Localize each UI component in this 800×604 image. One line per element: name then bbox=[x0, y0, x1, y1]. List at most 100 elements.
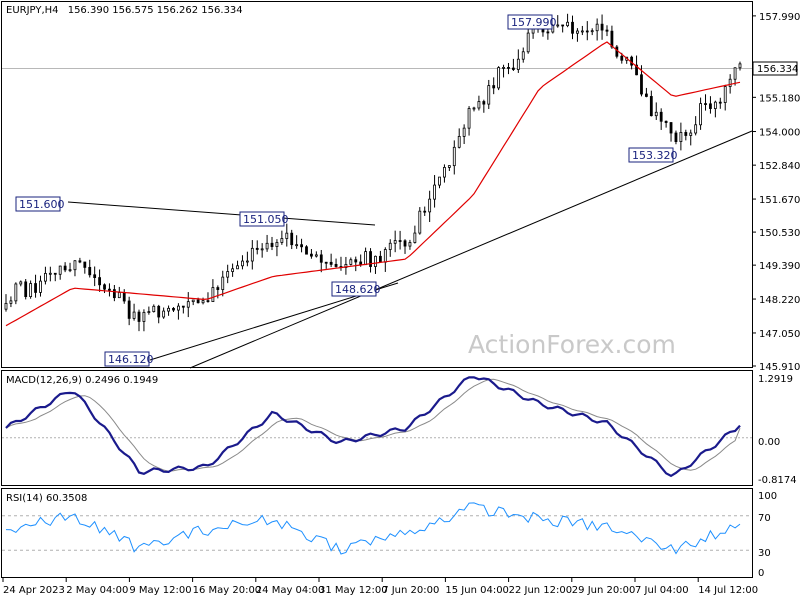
candle-body bbox=[305, 246, 308, 255]
macd-line bbox=[5, 376, 741, 478]
price-flag: 151.050 bbox=[239, 211, 289, 227]
candle-body bbox=[58, 265, 62, 275]
candle bbox=[654, 102, 658, 120]
candle bbox=[438, 176, 441, 189]
candle-body bbox=[704, 103, 707, 105]
time-tick-label: 7 Jun 20:00 bbox=[382, 585, 439, 596]
price-flag-box bbox=[104, 351, 150, 367]
candle bbox=[669, 122, 673, 142]
candle-body bbox=[492, 85, 496, 89]
candle bbox=[388, 239, 392, 257]
candle-body bbox=[324, 261, 328, 264]
price-tick-label: 152.840 bbox=[759, 161, 800, 172]
price-flag-label: 146.120 bbox=[108, 353, 154, 366]
candle-body bbox=[645, 93, 648, 97]
candle bbox=[211, 279, 215, 303]
price-flag-label: 148.620 bbox=[335, 283, 381, 296]
candle bbox=[590, 28, 594, 36]
candle bbox=[413, 225, 417, 244]
candle-body bbox=[132, 311, 136, 319]
candle bbox=[157, 304, 161, 324]
candle-body bbox=[44, 273, 47, 282]
candle-body bbox=[674, 132, 678, 142]
candle-body bbox=[211, 287, 215, 303]
candle bbox=[443, 164, 446, 183]
candle bbox=[571, 15, 574, 40]
candle bbox=[521, 47, 525, 63]
candle bbox=[236, 260, 239, 270]
moving-average-series bbox=[5, 41, 741, 327]
candle-body bbox=[354, 259, 358, 263]
candle-body bbox=[275, 242, 279, 247]
candle-body bbox=[423, 210, 427, 213]
candle-body bbox=[53, 272, 57, 275]
candle-body bbox=[167, 307, 170, 312]
candle-body bbox=[398, 240, 402, 242]
candle bbox=[704, 94, 707, 111]
candle bbox=[88, 259, 92, 278]
candle bbox=[250, 240, 254, 270]
candle-body bbox=[4, 302, 8, 310]
candle-body bbox=[290, 232, 294, 246]
candle bbox=[68, 262, 72, 273]
candle bbox=[319, 249, 323, 273]
candle-body bbox=[403, 240, 407, 247]
candle bbox=[664, 120, 668, 128]
price-flag-label: 153.320 bbox=[632, 149, 678, 162]
price-tick-label: 154.000 bbox=[759, 128, 800, 139]
candle-body bbox=[329, 261, 333, 265]
candle-body bbox=[438, 176, 441, 186]
candle-body bbox=[349, 259, 353, 265]
candle bbox=[502, 64, 505, 78]
rsi-panel-frame bbox=[1, 488, 753, 578]
candle bbox=[241, 255, 244, 270]
price-tick-label: 147.050 bbox=[759, 329, 800, 340]
candle-body bbox=[201, 300, 205, 304]
price-flag: 146.120 bbox=[104, 351, 154, 367]
candle-body bbox=[477, 101, 481, 109]
candle-body bbox=[142, 311, 146, 322]
candle-body bbox=[526, 32, 530, 53]
time-tick-label: 16 May 20:00 bbox=[193, 585, 262, 596]
candle bbox=[576, 28, 579, 42]
candle-body bbox=[108, 288, 111, 291]
candle-body bbox=[98, 277, 101, 286]
candle-body bbox=[157, 305, 161, 318]
candlestick-series bbox=[4, 13, 742, 332]
candle-body bbox=[374, 255, 377, 267]
candle bbox=[231, 263, 235, 277]
time-tick-label: 24 May 04:00 bbox=[256, 585, 325, 596]
candle-body bbox=[344, 264, 348, 268]
chart-title: EURJPY,H4 156.390 156.575 156.262 156.33… bbox=[6, 5, 243, 16]
candle bbox=[585, 21, 589, 41]
main-panel-frame bbox=[1, 1, 753, 368]
axis-ticks: 157.990 155.180 154.000 152.840 151.670 150.5… bbox=[2, 12, 800, 596]
candle-body bbox=[152, 305, 156, 313]
candle bbox=[19, 280, 23, 287]
candle-body bbox=[521, 51, 525, 60]
candle-body bbox=[34, 283, 37, 293]
price-flag: 151.600 bbox=[15, 196, 65, 212]
candle-body bbox=[388, 242, 392, 250]
candle-body bbox=[654, 111, 658, 117]
candle bbox=[265, 234, 269, 252]
candle bbox=[472, 106, 476, 112]
candle bbox=[423, 206, 427, 216]
time-tick-label: 2 May 04:00 bbox=[66, 585, 128, 596]
candle-body bbox=[9, 300, 13, 304]
candle bbox=[191, 299, 195, 306]
candle-body bbox=[24, 281, 28, 298]
candle bbox=[39, 275, 42, 297]
candle bbox=[344, 256, 348, 275]
candle bbox=[280, 230, 284, 245]
candle-body bbox=[295, 244, 299, 247]
candle bbox=[487, 79, 491, 109]
candle-body bbox=[63, 265, 67, 271]
candle bbox=[221, 270, 225, 297]
candle-body bbox=[359, 261, 363, 266]
candle-body bbox=[580, 30, 584, 33]
candle-body bbox=[310, 253, 313, 257]
candle bbox=[694, 116, 698, 136]
candle-body bbox=[314, 254, 318, 257]
